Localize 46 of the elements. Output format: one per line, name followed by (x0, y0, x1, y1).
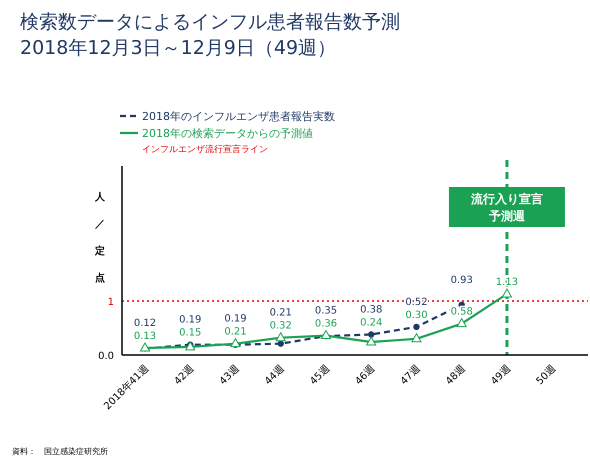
point (413, 324, 420, 330)
data-label: 0.19 (179, 314, 202, 326)
data-label: 0.15 (179, 328, 202, 339)
point (140, 342, 150, 352)
x-tick-label: 50週 (534, 363, 558, 388)
text: 人／定点 (95, 192, 105, 284)
y-tick-label: 1 (108, 297, 114, 308)
point (276, 332, 286, 342)
x-tick-label: 45週 (308, 363, 332, 388)
chart-subtitle: 2018年12月3日～12月9日（49週） (20, 37, 336, 59)
point (185, 341, 196, 350)
x-tick-label: 46週 (353, 363, 378, 388)
x-tick-label: 44週 (262, 363, 287, 388)
x-tick-label: 42週 (172, 363, 196, 388)
point (368, 331, 374, 338)
data-label: 0.30 (405, 310, 428, 321)
data-label: 0.13 (134, 330, 156, 342)
y-tick-label: 0.0 (98, 351, 114, 362)
data-label: 0.38 (360, 304, 382, 316)
ref-line-label: 流行入り宣言予測週 (470, 192, 543, 223)
data-label: 0.35 (314, 306, 338, 317)
chart-title: 検索数データによるインフル患者報告数予測 (20, 11, 400, 33)
x-tick-label: 43週 (218, 363, 242, 388)
data-label: 0.58 (450, 306, 473, 318)
point (411, 333, 422, 342)
data-label: 0.21 (270, 308, 292, 319)
x-tick-label: 48週 (444, 363, 468, 388)
data-label: 0.24 (360, 317, 382, 328)
point (366, 336, 376, 346)
data-label: 0.93 (450, 274, 473, 286)
data-label: 0.36 (314, 318, 338, 330)
x-tick-label: 49週 (489, 363, 514, 388)
data-label: 0.21 (224, 326, 247, 338)
text: 資料： 国立感染症研究所 (12, 447, 108, 456)
ref-line-label: インフルエンザ流行宣言ライン (142, 144, 268, 155)
x-tick-label: 47週 (398, 363, 423, 388)
data-label: 0.19 (224, 314, 247, 325)
legend-label: 2018年の検索データからの予測値 (142, 127, 313, 140)
legend-label: 2018年のインフルエンザ患者報告実数 (142, 110, 335, 123)
data-label: 0.32 (270, 320, 292, 332)
data-label: 0.52 (405, 296, 428, 308)
point (278, 340, 284, 347)
point (456, 318, 467, 328)
point (320, 330, 331, 340)
point (502, 288, 512, 298)
data-label: 0.12 (134, 318, 156, 329)
